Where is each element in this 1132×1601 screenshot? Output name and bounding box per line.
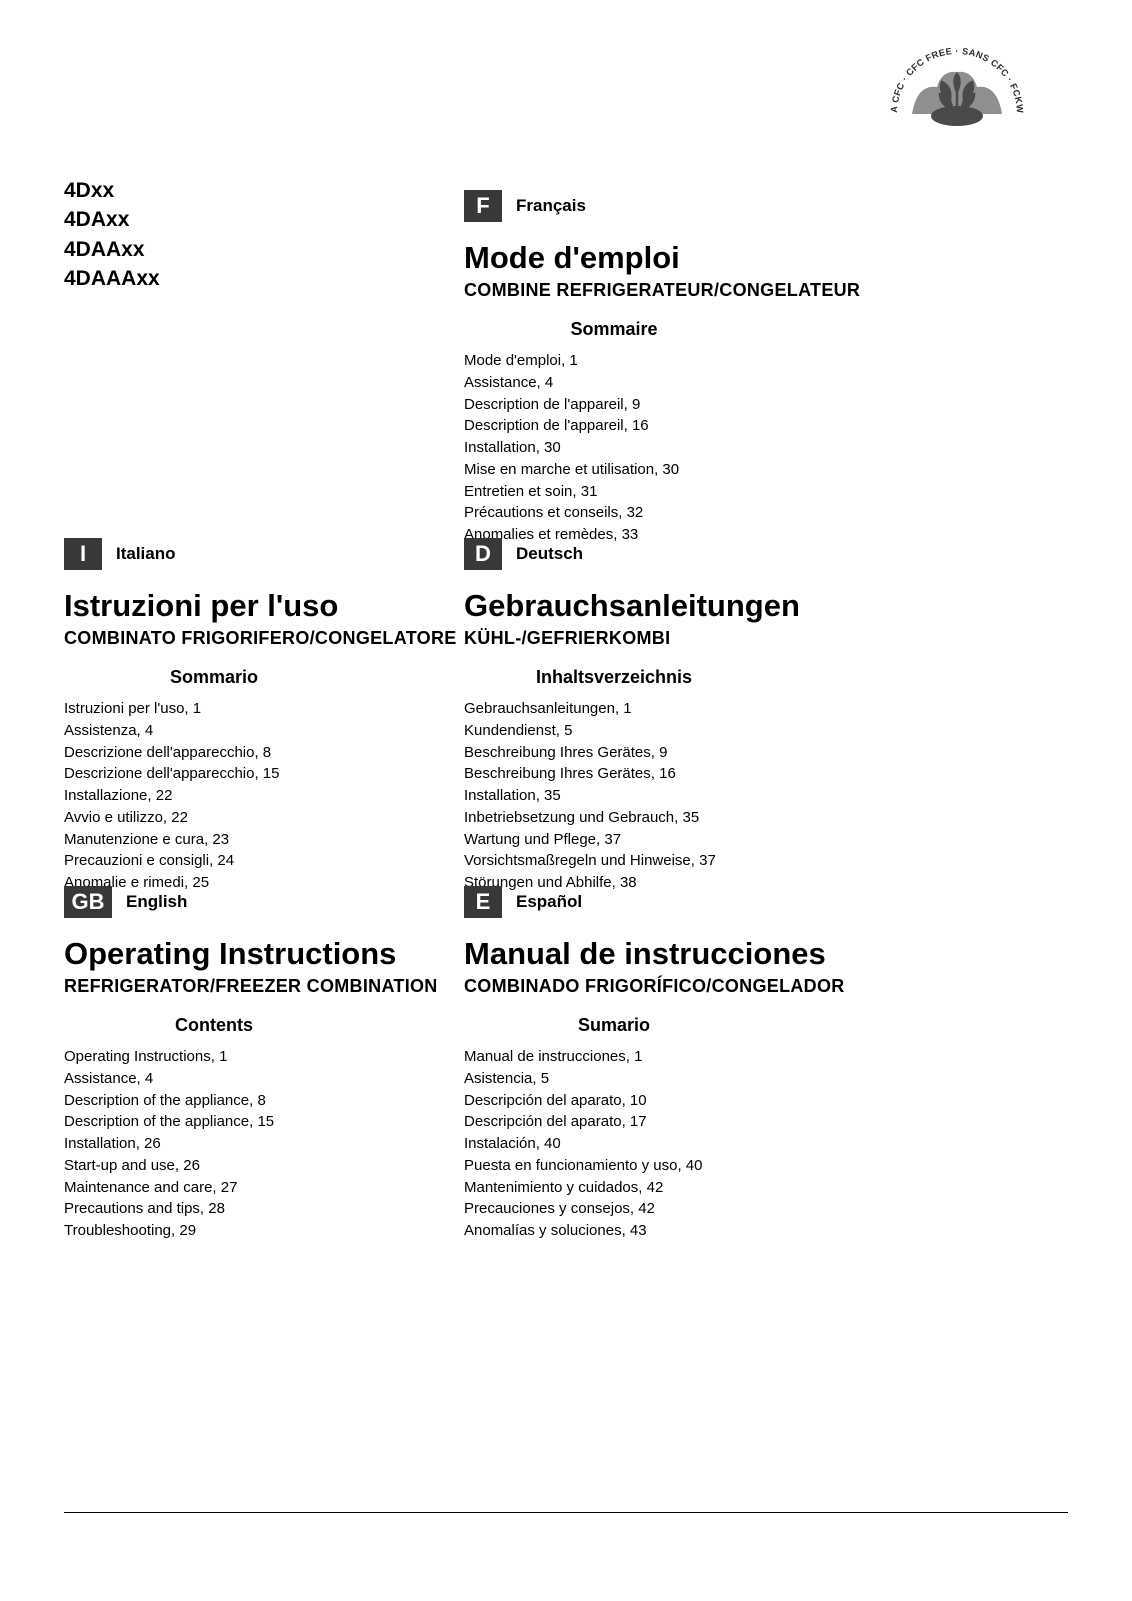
toc-list-de: Gebrauchsanleitungen, 1 Kundendienst, 5 …	[464, 698, 864, 894]
toc-item: Anomalías y soluciones, 43	[464, 1220, 864, 1242]
toc-list-fr: Mode d'emploi, 1 Assistance, 4 Descripti…	[464, 350, 864, 546]
toc-item: Entretien et soin, 31	[464, 481, 864, 503]
toc-item: Assistenza, 4	[64, 720, 464, 742]
toc-item: Description of the appliance, 8	[64, 1090, 464, 1112]
toc-item: Manual de instrucciones, 1	[464, 1046, 864, 1068]
lang-code-es: E	[464, 886, 502, 918]
title-de: Gebrauchsanleitungen	[464, 588, 864, 624]
toc-item: Description de l'appareil, 16	[464, 415, 864, 437]
toc-item: Description de l'appareil, 9	[464, 394, 864, 416]
toc-item: Start-up and use, 26	[64, 1155, 464, 1177]
toc-item: Maintenance and care, 27	[64, 1177, 464, 1199]
toc-item: Descrizione dell'apparecchio, 8	[64, 742, 464, 764]
toc-title-fr: Sommaire	[464, 319, 864, 340]
toc-item: Avvio e utilizzo, 22	[64, 807, 464, 829]
toc-item: Instalación, 40	[464, 1133, 864, 1155]
toc-title-it: Sommario	[64, 667, 464, 688]
lang-name-fr: Français	[516, 196, 586, 216]
toc-item: Mode d'emploi, 1	[464, 350, 864, 372]
lang-name-es: Español	[516, 892, 582, 912]
toc-list-es: Manual de instrucciones, 1 Asistencia, 5…	[464, 1046, 864, 1242]
toc-item: Mise en marche et utilisation, 30	[464, 459, 864, 481]
title-es: Manual de instrucciones	[464, 936, 864, 972]
lang-badge-es: E Español	[464, 886, 582, 918]
lang-code-gb: GB	[64, 886, 112, 918]
section-es: E Español Manual de instrucciones COMBIN…	[464, 886, 864, 1242]
model-item: 4DAAxx	[64, 235, 160, 264]
toc-item: Manutenzione e cura, 23	[64, 829, 464, 851]
toc-item: Assistance, 4	[64, 1068, 464, 1090]
toc-item: Precauciones y consejos, 42	[464, 1198, 864, 1220]
toc-item: Installazione, 22	[64, 785, 464, 807]
toc-item: Descripción del aparato, 10	[464, 1090, 864, 1112]
subtitle-de: KÜHL-/GEFRIERKOMBI	[464, 628, 864, 649]
toc-list-it: Istruzioni per l'uso, 1 Assistenza, 4 De…	[64, 698, 464, 894]
section-it: I Italiano Istruzioni per l'uso COMBINAT…	[64, 538, 464, 894]
lang-badge-fr: F Français	[464, 190, 586, 222]
toc-item: Operating Instructions, 1	[64, 1046, 464, 1068]
page-container: SENZA CFC · CFC FREE · SANS CFC · FCKW F…	[0, 0, 1132, 48]
toc-title-gb: Contents	[64, 1015, 464, 1036]
toc-item: Descripción del aparato, 17	[464, 1111, 864, 1133]
lang-code-it: I	[64, 538, 102, 570]
toc-item: Vorsichtsmaßregeln und Hinweise, 37	[464, 850, 864, 872]
toc-item: Gebrauchsanleitungen, 1	[464, 698, 864, 720]
toc-item: Beschreibung Ihres Gerätes, 16	[464, 763, 864, 785]
toc-item: Description of the appliance, 15	[64, 1111, 464, 1133]
title-gb: Operating Instructions	[64, 936, 464, 972]
toc-item: Kundendienst, 5	[464, 720, 864, 742]
title-fr: Mode d'emploi	[464, 240, 864, 276]
toc-item: Precauzioni e consigli, 24	[64, 850, 464, 872]
lang-name-it: Italiano	[116, 544, 176, 564]
toc-item: Installation, 35	[464, 785, 864, 807]
toc-item: Précautions et conseils, 32	[464, 502, 864, 524]
model-item: 4Dxx	[64, 176, 160, 205]
toc-item: Inbetriebsetzung und Gebrauch, 35	[464, 807, 864, 829]
eco-badge-icon: SENZA CFC · CFC FREE · SANS CFC · FCKW F…	[882, 42, 1032, 142]
section-fr: F Français Mode d'emploi COMBINE REFRIGE…	[464, 190, 864, 546]
subtitle-es: COMBINADO FRIGORÍFICO/CONGELADOR	[464, 976, 864, 997]
lang-badge-gb: GB English	[64, 886, 187, 918]
lang-code-fr: F	[464, 190, 502, 222]
toc-item: Wartung und Pflege, 37	[464, 829, 864, 851]
toc-item: Installation, 26	[64, 1133, 464, 1155]
toc-item: Puesta en funcionamiento y uso, 40	[464, 1155, 864, 1177]
lang-badge-de: D Deutsch	[464, 538, 583, 570]
section-gb: GB English Operating Instructions REFRIG…	[64, 886, 464, 1242]
toc-item: Troubleshooting, 29	[64, 1220, 464, 1242]
toc-title-es: Sumario	[464, 1015, 864, 1036]
toc-item: Assistance, 4	[464, 372, 864, 394]
lang-name-de: Deutsch	[516, 544, 583, 564]
subtitle-it: COMBINATO FRIGORIFERO/CONGELATORE	[64, 628, 464, 649]
lang-name-gb: English	[126, 892, 187, 912]
title-it: Istruzioni per l'uso	[64, 588, 464, 624]
model-item: 4DAAAxx	[64, 264, 160, 293]
eco-badge: SENZA CFC · CFC FREE · SANS CFC · FCKW F…	[882, 42, 1032, 147]
toc-list-gb: Operating Instructions, 1 Assistance, 4 …	[64, 1046, 464, 1242]
toc-item: Mantenimiento y cuidados, 42	[464, 1177, 864, 1199]
toc-item: Istruzioni per l'uso, 1	[64, 698, 464, 720]
toc-title-de: Inhaltsverzeichnis	[464, 667, 864, 688]
model-item: 4DAxx	[64, 205, 160, 234]
lang-badge-it: I Italiano	[64, 538, 176, 570]
toc-item: Descrizione dell'apparecchio, 15	[64, 763, 464, 785]
subtitle-fr: COMBINE REFRIGERATEUR/CONGELATEUR	[464, 280, 864, 301]
toc-item: Precautions and tips, 28	[64, 1198, 464, 1220]
toc-item: Installation, 30	[464, 437, 864, 459]
model-numbers: 4Dxx 4DAxx 4DAAxx 4DAAAxx	[64, 176, 160, 294]
lang-code-de: D	[464, 538, 502, 570]
toc-item: Beschreibung Ihres Gerätes, 9	[464, 742, 864, 764]
bottom-rule	[64, 1512, 1068, 1513]
toc-item: Asistencia, 5	[464, 1068, 864, 1090]
subtitle-gb: REFRIGERATOR/FREEZER COMBINATION	[64, 976, 464, 997]
section-de: D Deutsch Gebrauchsanleitungen KÜHL-/GEF…	[464, 538, 864, 894]
